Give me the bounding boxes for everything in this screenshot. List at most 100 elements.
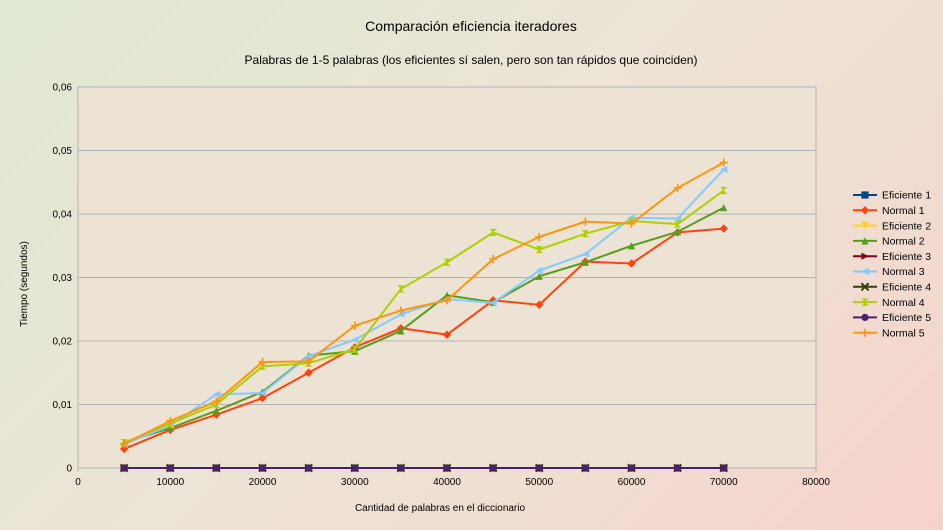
series-8-point-6	[397, 464, 405, 472]
x-axis-label: Cantidad de palabras en el diccionario	[355, 503, 526, 514]
series-5-point-3	[258, 389, 267, 397]
series-8-point-0	[120, 464, 128, 472]
series-7-point-6	[397, 285, 405, 293]
legend-entry-0: Eficiente 1	[853, 190, 931, 202]
series-1-point-4	[304, 368, 313, 377]
legend-entry-6: Eficiente 4	[853, 282, 931, 294]
series-7-point-5	[351, 345, 359, 353]
series-9-point-11	[627, 219, 636, 228]
series-8-point-9	[535, 464, 543, 472]
series-8-point-7	[443, 464, 451, 472]
legend-entry-2: Eficiente 2	[853, 220, 931, 232]
series-8-point-1	[166, 464, 174, 472]
legend-label-9: Normal 5	[882, 327, 925, 339]
legend-entry-8: Eficiente 5	[853, 312, 931, 324]
series-9-point-10	[581, 217, 590, 226]
series-1-point-9	[535, 300, 544, 310]
series-8-point-8	[489, 464, 497, 472]
x-tick-label-5: 50000	[525, 477, 553, 488]
series-9-point-9	[535, 232, 544, 241]
x-tick-label-4: 40000	[433, 477, 461, 488]
legend: Eficiente 1 Normal 1 Eficiente 2 Normal 2 Ef…	[853, 190, 931, 339]
series-line-1	[123, 227, 724, 450]
series-8-point-10	[581, 464, 589, 472]
series-3-point-9	[535, 272, 543, 280]
legend-swatch-marker-2	[861, 222, 869, 230]
legend-entry-9: Normal 5	[853, 327, 925, 339]
series-9-point-5	[350, 321, 359, 330]
series-7-point-10	[581, 230, 589, 238]
series-5-point-8	[489, 299, 497, 307]
series-3-point-2	[212, 407, 220, 415]
series-3-point-1	[166, 424, 174, 432]
series-8-point-13	[720, 464, 728, 472]
legend-swatch-marker-4	[861, 252, 869, 260]
series-8-point-3	[258, 464, 267, 472]
series-7-point-12	[674, 220, 682, 228]
series-8-point-4	[305, 464, 313, 472]
series-7-point-9	[535, 245, 543, 254]
x-tick-label-0: 0	[75, 477, 81, 488]
legend-swatch-marker-9	[860, 328, 870, 337]
y-axis-label: Tiempo (segundos)	[19, 241, 30, 327]
y-tick-label-3: 0,03	[53, 273, 73, 284]
x-tick-label-7: 70000	[710, 477, 738, 488]
y-tick-label-2: 0,02	[53, 337, 73, 348]
legend-label-8: Eficiente 5	[882, 312, 931, 324]
legend-label-6: Eficiente 4	[882, 282, 931, 294]
legend-swatch-marker-7	[861, 298, 869, 306]
legend-entry-5: Normal 3	[853, 266, 925, 278]
series-1-point-3	[258, 393, 267, 403]
series-9-point-1	[166, 416, 175, 426]
legend-swatch-marker-5	[861, 267, 869, 276]
legend-label-3: Normal 2	[882, 236, 925, 248]
legend-label-4: Eficiente 3	[882, 251, 931, 263]
series-7-point-7	[443, 258, 451, 266]
series-8-point-2	[212, 464, 220, 472]
series-3-point-10	[581, 258, 589, 266]
series-9	[120, 158, 728, 448]
legend-swatch-marker-1	[860, 206, 870, 215]
series-line-9	[123, 161, 725, 445]
legend-swatch-marker-6	[860, 282, 870, 292]
x-tick-label-3: 30000	[341, 477, 369, 488]
series-5-point-10	[581, 250, 589, 258]
series-3-point-6	[397, 327, 405, 335]
x-tick-label-1: 10000	[156, 477, 184, 488]
series-8-point-11	[627, 464, 636, 472]
series-9-point-7	[442, 296, 452, 305]
series-8-point-12	[674, 464, 682, 472]
legend-label-2: Eficiente 2	[882, 220, 931, 232]
legend-entry-7: Normal 4	[853, 297, 925, 309]
series-3-point-12	[674, 228, 682, 236]
series-5-point-4	[305, 352, 313, 360]
series-9-point-6	[396, 306, 405, 315]
series-9-point-12	[673, 183, 682, 193]
chart-title: Comparación eficiencia iteradores	[365, 18, 577, 34]
series-3-point-13	[720, 204, 728, 212]
x-tick-label-2: 20000	[249, 477, 277, 488]
series-9-point-4	[304, 357, 313, 366]
series-1-point-7	[442, 330, 452, 339]
legend-swatch-marker-3	[861, 237, 869, 245]
x-tick-label-8: 80000	[802, 477, 830, 488]
y-tick-label-4: 0,04	[53, 210, 73, 221]
legend-swatch-marker-0	[861, 191, 869, 199]
series-7-point-13	[720, 186, 728, 195]
series-1-point-11	[627, 259, 636, 268]
series-5-point-5	[351, 336, 359, 344]
y-tick-label-6: 0,06	[53, 83, 73, 94]
series-8-point-5	[351, 464, 359, 472]
legend-entry-4: Eficiente 3	[853, 251, 931, 263]
series-9-point-13	[719, 158, 728, 167]
legend-label-0: Eficiente 1	[882, 190, 931, 202]
series-9-point-2	[212, 397, 221, 406]
series-9-point-3	[258, 357, 267, 367]
series-5-point-12	[674, 214, 682, 223]
y-tick-label-0: 0	[66, 464, 72, 475]
series-5-point-13	[720, 165, 728, 174]
series-line-3	[123, 206, 725, 444]
series-1-point-13	[719, 224, 728, 233]
